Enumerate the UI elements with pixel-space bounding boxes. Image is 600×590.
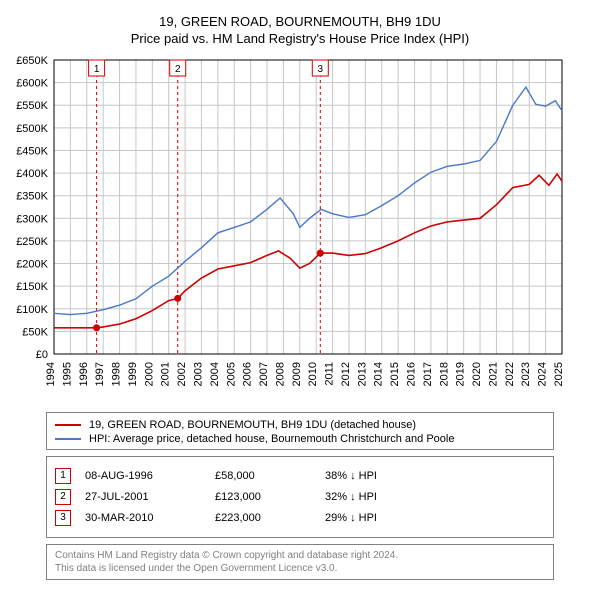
svg-text:2010: 2010 xyxy=(307,362,319,386)
chart-svg: £0 £50K £100K £150K £200K £250K £300K £350K £400… xyxy=(10,54,570,404)
svg-text:£200K: £200K xyxy=(16,259,48,271)
legend-swatch xyxy=(55,424,81,426)
marker-date: 08-AUG-1996 xyxy=(85,470,215,482)
svg-text:£500K: £500K xyxy=(16,123,48,135)
svg-text:1997: 1997 xyxy=(94,362,106,386)
marker-row: 3 30-MAR-2010 £223,000 29% ↓ HPI xyxy=(55,510,545,526)
svg-text:2018: 2018 xyxy=(438,362,450,386)
svg-text:£550K: £550K xyxy=(16,100,48,112)
svg-text:2007: 2007 xyxy=(258,362,270,386)
marker-table: 1 08-AUG-1996 £58,000 38% ↓ HPI 2 27-JUL… xyxy=(46,456,554,538)
svg-text:£300K: £300K xyxy=(16,213,48,225)
svg-text:2015: 2015 xyxy=(389,362,401,386)
svg-text:2014: 2014 xyxy=(373,362,385,386)
legend: 19, GREEN ROAD, BOURNEMOUTH, BH9 1DU (de… xyxy=(46,412,554,450)
legend-item-property: 19, GREEN ROAD, BOURNEMOUTH, BH9 1DU (de… xyxy=(55,419,545,431)
svg-text:£450K: £450K xyxy=(16,145,48,157)
svg-text:2001: 2001 xyxy=(160,362,172,386)
legend-label: 19, GREEN ROAD, BOURNEMOUTH, BH9 1DU (de… xyxy=(89,419,416,431)
svg-text:1995: 1995 xyxy=(61,362,73,386)
svg-text:3: 3 xyxy=(318,64,324,75)
svg-text:2011: 2011 xyxy=(324,362,336,386)
svg-text:2012: 2012 xyxy=(340,362,352,386)
marker-pct: 38% ↓ HPI xyxy=(325,470,377,482)
attribution-line1: Contains HM Land Registry data © Crown c… xyxy=(55,549,545,562)
svg-text:2008: 2008 xyxy=(274,362,286,386)
svg-text:2019: 2019 xyxy=(455,362,467,386)
svg-text:£100K: £100K xyxy=(16,304,48,316)
svg-text:2: 2 xyxy=(175,64,181,75)
svg-text:2002: 2002 xyxy=(176,362,188,386)
svg-text:2003: 2003 xyxy=(192,362,204,386)
attribution: Contains HM Land Registry data © Crown c… xyxy=(46,544,554,580)
marker-price: £123,000 xyxy=(215,491,325,503)
svg-text:£400K: £400K xyxy=(16,168,48,180)
svg-text:2013: 2013 xyxy=(356,362,368,386)
marker-price: £223,000 xyxy=(215,512,325,524)
attribution-line2: This data is licensed under the Open Gov… xyxy=(55,562,545,575)
svg-text:2016: 2016 xyxy=(406,362,418,386)
svg-text:2021: 2021 xyxy=(487,362,499,386)
marker-date: 27-JUL-2001 xyxy=(85,491,215,503)
svg-text:1: 1 xyxy=(94,64,100,75)
svg-text:2023: 2023 xyxy=(520,362,532,386)
legend-label: HPI: Average price, detached house, Bour… xyxy=(89,433,454,445)
svg-text:2009: 2009 xyxy=(291,362,303,386)
svg-text:2000: 2000 xyxy=(143,362,155,386)
marker-box-icon: 1 xyxy=(55,468,71,484)
chart-title-line2: Price paid vs. HM Land Registry's House … xyxy=(10,31,590,46)
svg-text:2004: 2004 xyxy=(209,362,221,386)
svg-text:£600K: £600K xyxy=(16,78,48,90)
svg-text:£150K: £150K xyxy=(16,281,48,293)
svg-text:2017: 2017 xyxy=(422,362,434,386)
svg-text:1994: 1994 xyxy=(45,362,57,386)
svg-text:1999: 1999 xyxy=(127,362,139,386)
marker-box-icon: 3 xyxy=(55,510,71,526)
svg-text:£250K: £250K xyxy=(16,236,48,248)
svg-text:2020: 2020 xyxy=(471,362,483,386)
legend-item-hpi: HPI: Average price, detached house, Bour… xyxy=(55,433,545,445)
marker-price: £58,000 xyxy=(215,470,325,482)
svg-text:2025: 2025 xyxy=(553,362,565,386)
marker-pct: 32% ↓ HPI xyxy=(325,491,377,503)
marker-row: 2 27-JUL-2001 £123,000 32% ↓ HPI xyxy=(55,489,545,505)
svg-text:1998: 1998 xyxy=(111,362,123,386)
chart-title-line1: 19, GREEN ROAD, BOURNEMOUTH, BH9 1DU xyxy=(10,14,590,29)
svg-text:£50K: £50K xyxy=(22,326,48,338)
svg-text:1996: 1996 xyxy=(78,362,90,386)
svg-text:2005: 2005 xyxy=(225,362,237,386)
marker-date: 30-MAR-2010 xyxy=(85,512,215,524)
svg-text:£650K: £650K xyxy=(16,55,48,67)
marker-pct: 29% ↓ HPI xyxy=(325,512,377,524)
price-chart: £0 £50K £100K £150K £200K £250K £300K £350K £400… xyxy=(10,54,570,404)
svg-text:2024: 2024 xyxy=(537,362,549,386)
svg-text:£350K: £350K xyxy=(16,191,48,203)
svg-text:2022: 2022 xyxy=(504,362,516,386)
svg-text:£0: £0 xyxy=(36,349,48,361)
legend-swatch xyxy=(55,438,81,440)
svg-text:2006: 2006 xyxy=(242,362,254,386)
marker-box-icon: 2 xyxy=(55,489,71,505)
marker-row: 1 08-AUG-1996 £58,000 38% ↓ HPI xyxy=(55,468,545,484)
